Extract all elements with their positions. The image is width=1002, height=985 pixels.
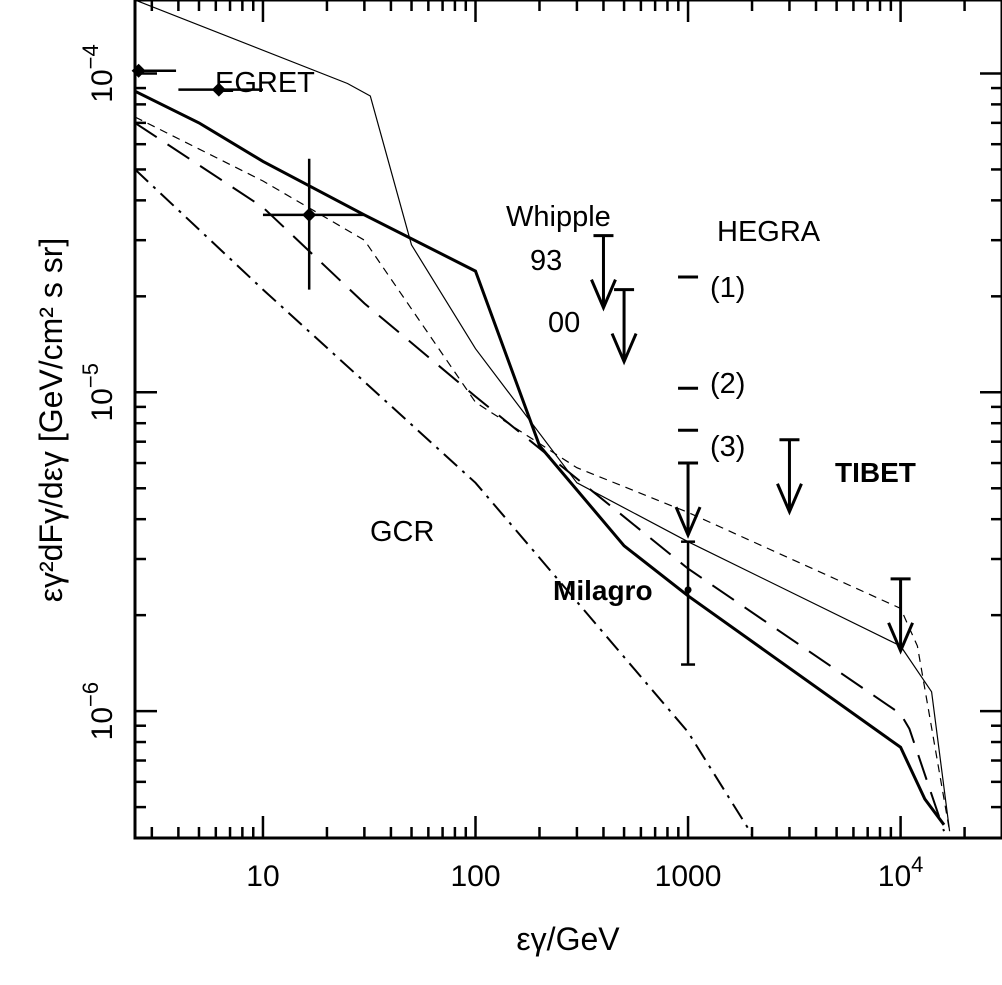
data-markers bbox=[131, 63, 914, 666]
upper-limit-arrowhead bbox=[776, 483, 803, 516]
y-tick-label-exponent: −5 bbox=[78, 363, 103, 388]
series-thin-solid bbox=[135, 0, 951, 832]
tibet-label: TIBET bbox=[835, 457, 916, 488]
y-tick-label: 10−4 bbox=[78, 44, 119, 102]
x-tick-label-base: 10 bbox=[878, 860, 911, 893]
y-tick-label: 10−6 bbox=[78, 682, 119, 740]
x-tick-label: 104 bbox=[878, 852, 924, 893]
series-long-dashed bbox=[135, 122, 945, 832]
upper-limit-arrowhead bbox=[610, 332, 638, 366]
x-tick-label-base: 10 bbox=[246, 860, 279, 893]
series-dash-dot bbox=[135, 168, 753, 836]
egret-point bbox=[302, 207, 317, 222]
egret-label: EGRET bbox=[215, 67, 315, 99]
x-tick-label-exponent: 4 bbox=[911, 852, 923, 877]
plot-frame bbox=[133, 0, 1002, 840]
x-tick-label: 100 bbox=[450, 860, 500, 893]
x-tick-label: 1000 bbox=[655, 860, 722, 893]
y-tick-label-base: 10 bbox=[86, 69, 119, 102]
y-tick-label-base: 10 bbox=[86, 707, 119, 740]
x-tick-label-base: 1000 bbox=[655, 860, 722, 893]
milagro-point bbox=[684, 586, 692, 594]
hegra-1-label: (1) bbox=[710, 272, 745, 304]
whipple-label: Whipple bbox=[506, 201, 611, 233]
hegra-label: HEGRA bbox=[717, 216, 821, 248]
upper-limit-arrowhead bbox=[887, 622, 914, 655]
y-tick-label-exponent: −4 bbox=[78, 44, 103, 69]
hegra-3-label: (3) bbox=[710, 431, 745, 463]
upper-limit-arrowhead bbox=[674, 506, 702, 539]
whipple-00-label: 00 bbox=[548, 307, 580, 339]
whipple-93-label: 93 bbox=[530, 245, 562, 277]
y-tick-label: 10−5 bbox=[78, 363, 119, 421]
egret-point bbox=[211, 82, 226, 97]
milagro-label: Milagro bbox=[553, 575, 653, 606]
x-tick-label: 10 bbox=[246, 860, 279, 893]
gcr-label: GCR bbox=[370, 516, 434, 548]
y-tick-label-base: 10 bbox=[86, 388, 119, 421]
x-axis-title-text: εγ/GeV bbox=[516, 921, 620, 957]
x-axis-title: εγ/GeV bbox=[516, 921, 620, 957]
y-axis-title: εγ²dFγ/dεγ [GeV/cm² s sr] bbox=[33, 238, 69, 603]
y-axis-title-text: εγ²dFγ/dεγ [GeV/cm² s sr] bbox=[33, 238, 69, 603]
series-thick-solid bbox=[135, 89, 946, 826]
series-thin-dashed bbox=[135, 116, 951, 832]
x-tick-label-base: 100 bbox=[450, 860, 500, 893]
series-lines bbox=[135, 0, 951, 836]
axis-ticks bbox=[135, 0, 1002, 840]
hegra-2-label: (2) bbox=[710, 368, 745, 400]
y-tick-label-exponent: −6 bbox=[78, 682, 103, 707]
egret-point bbox=[131, 63, 146, 78]
annotations: EGRET Whipple 93 00 HEGRA (1) (2) (3) TI… bbox=[215, 67, 916, 606]
upper-limit-arrowhead bbox=[590, 279, 617, 312]
